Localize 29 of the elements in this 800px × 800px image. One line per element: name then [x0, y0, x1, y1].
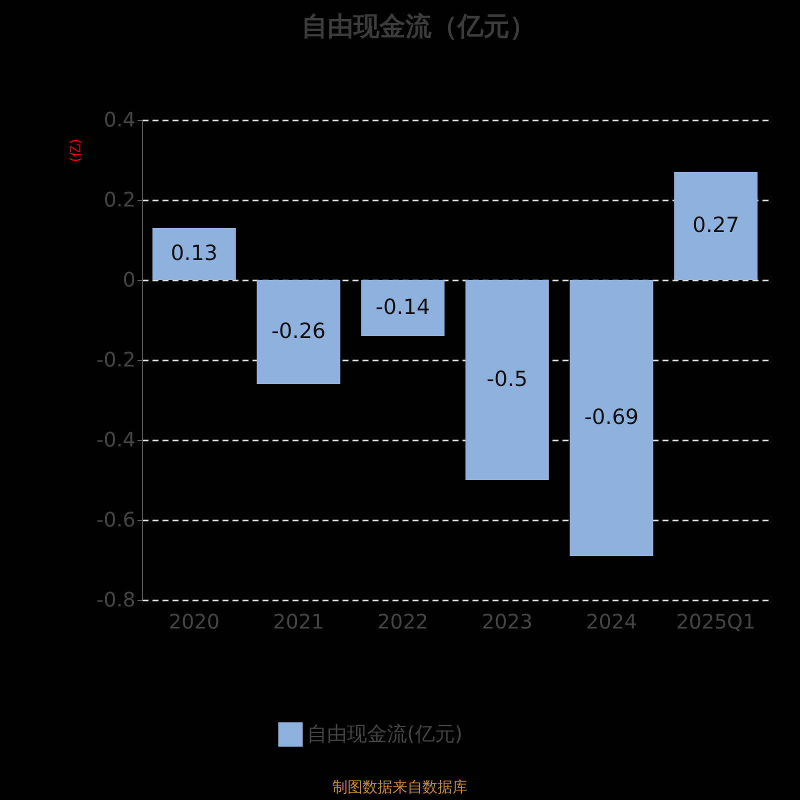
bar — [361, 280, 445, 336]
y-tick-label: 0.2 — [104, 188, 136, 212]
bar — [674, 172, 758, 280]
x-tick-label: 2024 — [586, 610, 637, 634]
data-label: -0.14 — [376, 295, 430, 319]
data-label: -0.5 — [486, 367, 528, 391]
x-tick-label: 2022 — [377, 610, 428, 634]
bar — [152, 228, 236, 280]
y-tick-label: -0.6 — [96, 508, 136, 532]
y-tick-label: -0.8 — [96, 588, 136, 612]
data-label: -0.69 — [584, 405, 639, 429]
legend-label: 自由现金流(亿元) — [307, 722, 463, 746]
bar — [256, 280, 340, 384]
y-tick-label: -0.4 — [96, 428, 136, 452]
x-tick-label: 2025Q1 — [676, 610, 756, 634]
chart-title: 自由现金流（亿元） — [302, 12, 536, 42]
bar — [570, 280, 654, 556]
data-label: -0.26 — [271, 319, 326, 343]
data-label: 0.27 — [692, 213, 740, 237]
bar — [465, 280, 549, 480]
y-tick-label: 0 — [122, 268, 136, 292]
x-tick-label: 2020 — [168, 610, 220, 634]
data-label: 0.13 — [170, 241, 218, 265]
y-tick-label: 0.4 — [104, 108, 136, 132]
x-tick-label: 2021 — [273, 610, 324, 634]
y-axis-title: (亿) — [68, 138, 84, 162]
x-tick-label: 2023 — [482, 610, 533, 634]
text: 制图数据来自数据库 — [332, 778, 468, 797]
y-tick-label: -0.2 — [96, 348, 136, 372]
